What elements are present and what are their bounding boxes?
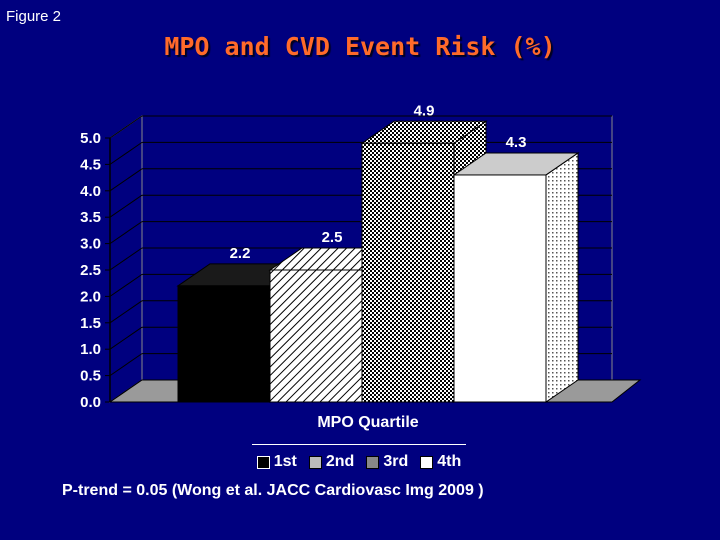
legend-swatch-diagonal <box>308 455 322 469</box>
legend: 1st 2nd 3rd 4th <box>252 444 466 471</box>
data-label: 2.5 <box>322 229 343 246</box>
bar-4th <box>452 152 580 403</box>
legend-label-3rd: 3rd <box>383 453 409 470</box>
bar-front <box>361 142 455 403</box>
x-axis-title: MPO Quartile <box>317 414 418 431</box>
legend-label-2nd: 2nd <box>325 453 355 470</box>
figure-label: Figure 2 <box>6 8 62 25</box>
legend-label-1st: 1st <box>273 453 297 470</box>
data-labels: 2.2 2.5 4.9 4.3 <box>230 102 527 262</box>
y-tick-label: 3.5 <box>80 209 101 226</box>
bar-side <box>545 152 579 403</box>
data-label: 2.2 <box>230 245 251 262</box>
y-tick-label: 2.5 <box>80 262 101 279</box>
legend-label-4th: 4th <box>437 453 462 470</box>
legend-swatch-white <box>420 455 434 469</box>
legend-item-2nd: 2nd <box>308 453 355 471</box>
y-tick-label: 3.0 <box>80 236 101 253</box>
legend-item-4th: 4th <box>420 453 461 471</box>
y-tick-label: 0.5 <box>80 368 101 385</box>
bar-front <box>177 285 271 403</box>
data-label: 4.3 <box>506 134 527 151</box>
footnote: P-trend = 0.05 (Wong et al. JACC Cardiov… <box>62 482 484 499</box>
legend-swatch-checker <box>366 455 380 469</box>
legend-swatch-black <box>256 455 270 469</box>
data-label: 4.9 <box>414 102 435 119</box>
gridline-side <box>109 194 143 218</box>
y-tick-label: 0.0 <box>80 394 101 411</box>
gridline-side <box>109 115 143 139</box>
gridline-side <box>109 247 143 271</box>
y-tick-label: 4.5 <box>80 156 101 173</box>
chart-title: MPO and CVD Event Risk (%) <box>164 32 556 61</box>
bar-front <box>269 269 363 403</box>
bar-front <box>453 174 547 403</box>
y-tick-label: 4.0 <box>80 183 101 200</box>
gridline-side <box>109 300 143 324</box>
legend-item-1st: 1st <box>256 453 297 471</box>
y-tick-label: 1.0 <box>80 341 101 358</box>
y-tick-label: 2.0 <box>80 288 101 305</box>
bars <box>176 120 580 403</box>
gridline-side <box>109 326 143 350</box>
gridline-side <box>109 353 143 377</box>
legend-item-3rd: 3rd <box>366 453 408 471</box>
gridline-side <box>109 141 143 165</box>
y-axis: 0.0 0.5 1.0 1.5 2.0 2.5 3.0 3.5 4.0 4.5 5.0 <box>80 130 111 411</box>
gridline-side <box>109 273 143 297</box>
y-tick-label: 5.0 <box>80 130 101 147</box>
y-tick-label: 1.5 <box>80 315 101 332</box>
gridline-side <box>109 168 143 192</box>
gridline-side <box>109 221 143 245</box>
